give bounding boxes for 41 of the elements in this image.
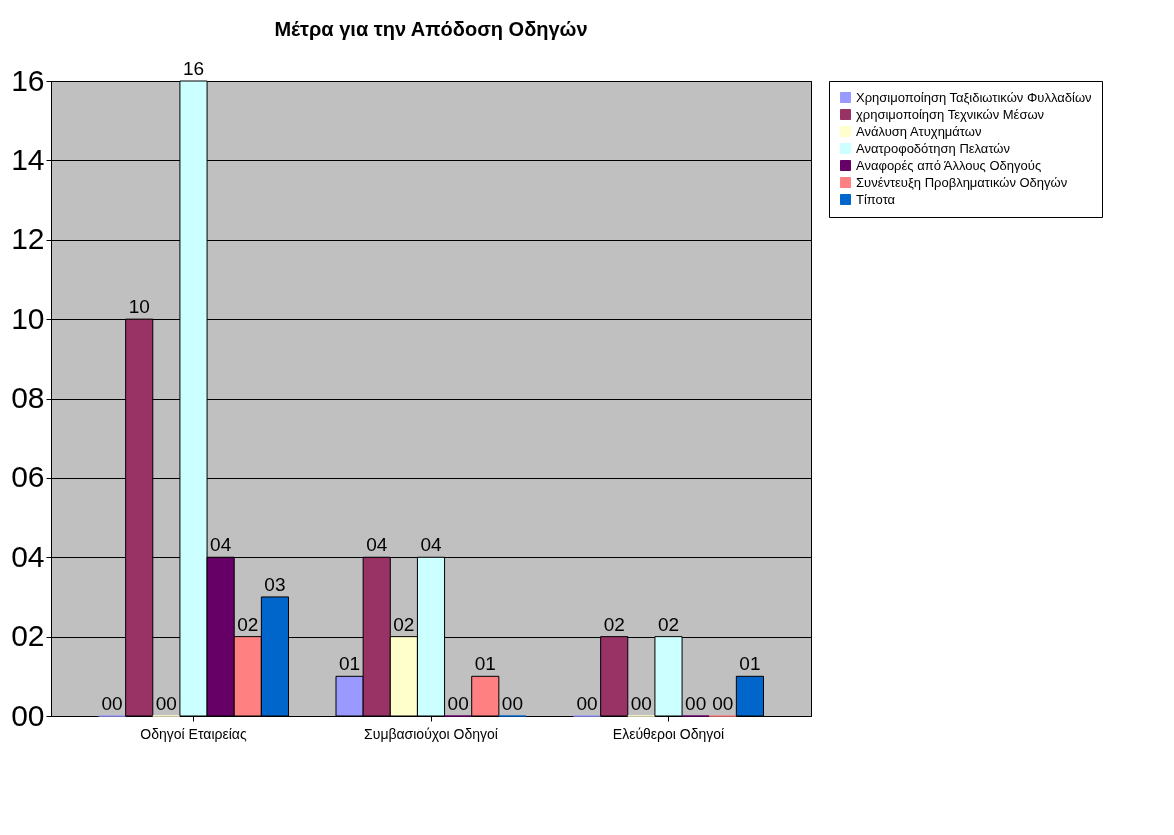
data-label: 00 (101, 693, 123, 714)
data-label: 00 (630, 693, 652, 714)
data-label: 04 (366, 534, 388, 556)
data-label: 01 (739, 653, 761, 675)
data-label: 00 (155, 693, 177, 714)
legend-label: Τίποτα (856, 191, 896, 207)
y-tick-label: 08 (11, 381, 45, 414)
data-label: 02 (393, 613, 415, 635)
legend-label: Αναφορές από Άλλους Οδηγούς (856, 157, 1042, 173)
x-tick-label: Συμβασιούχοι Οδηγοί (364, 725, 498, 742)
data-label: 02 (657, 613, 680, 635)
y-tick-label: 04 (11, 539, 45, 573)
x-tick-label: Ελεύθεροι Οδηγοί (612, 725, 725, 742)
data-label: 04 (420, 534, 442, 556)
data-label: 00 (712, 693, 734, 714)
data-label: 00 (501, 693, 523, 714)
y-tick-label: 12 (11, 222, 45, 256)
data-label: 01 (339, 653, 361, 675)
y-tick-label: 14 (11, 142, 45, 176)
data-label: 10 (128, 296, 150, 318)
data-label: 02 (237, 613, 259, 635)
y-tick-label: 10 (11, 301, 45, 335)
legend-label: Χρησιμοποίηση Ταξιδιωτικών Φυλλαδίων (856, 89, 1092, 105)
data-label: 00 (576, 693, 598, 714)
data-label: 16 (182, 58, 205, 79)
y-tick-label: 02 (11, 619, 45, 653)
chart-title: Μέτρα για την Απόδοση Οδηγών (274, 18, 588, 40)
legend-label: Συνέντευξη Προβληματικών Οδηγών (856, 174, 1068, 190)
data-label: 04 (210, 534, 232, 556)
data-label: 02 (603, 613, 625, 635)
y-tick-label: 06 (11, 460, 45, 494)
data-label: 01 (474, 653, 496, 675)
legend-label: χρησιμοποίηση Τεχνικών Μέσων (856, 106, 1045, 122)
y-tick-label: 00 (11, 698, 45, 732)
data-label: 00 (685, 693, 707, 714)
x-tick-label: Οδηγοί Εταιρείας (140, 725, 247, 742)
legend-label: Ανάλυση Ατυχημάτων (856, 123, 982, 139)
data-label: 03 (264, 573, 286, 595)
data-label: 00 (447, 693, 469, 714)
legend-label: Ανατροφοδότηση Πελατών (856, 140, 1010, 156)
y-tick-label: 16 (11, 63, 45, 97)
